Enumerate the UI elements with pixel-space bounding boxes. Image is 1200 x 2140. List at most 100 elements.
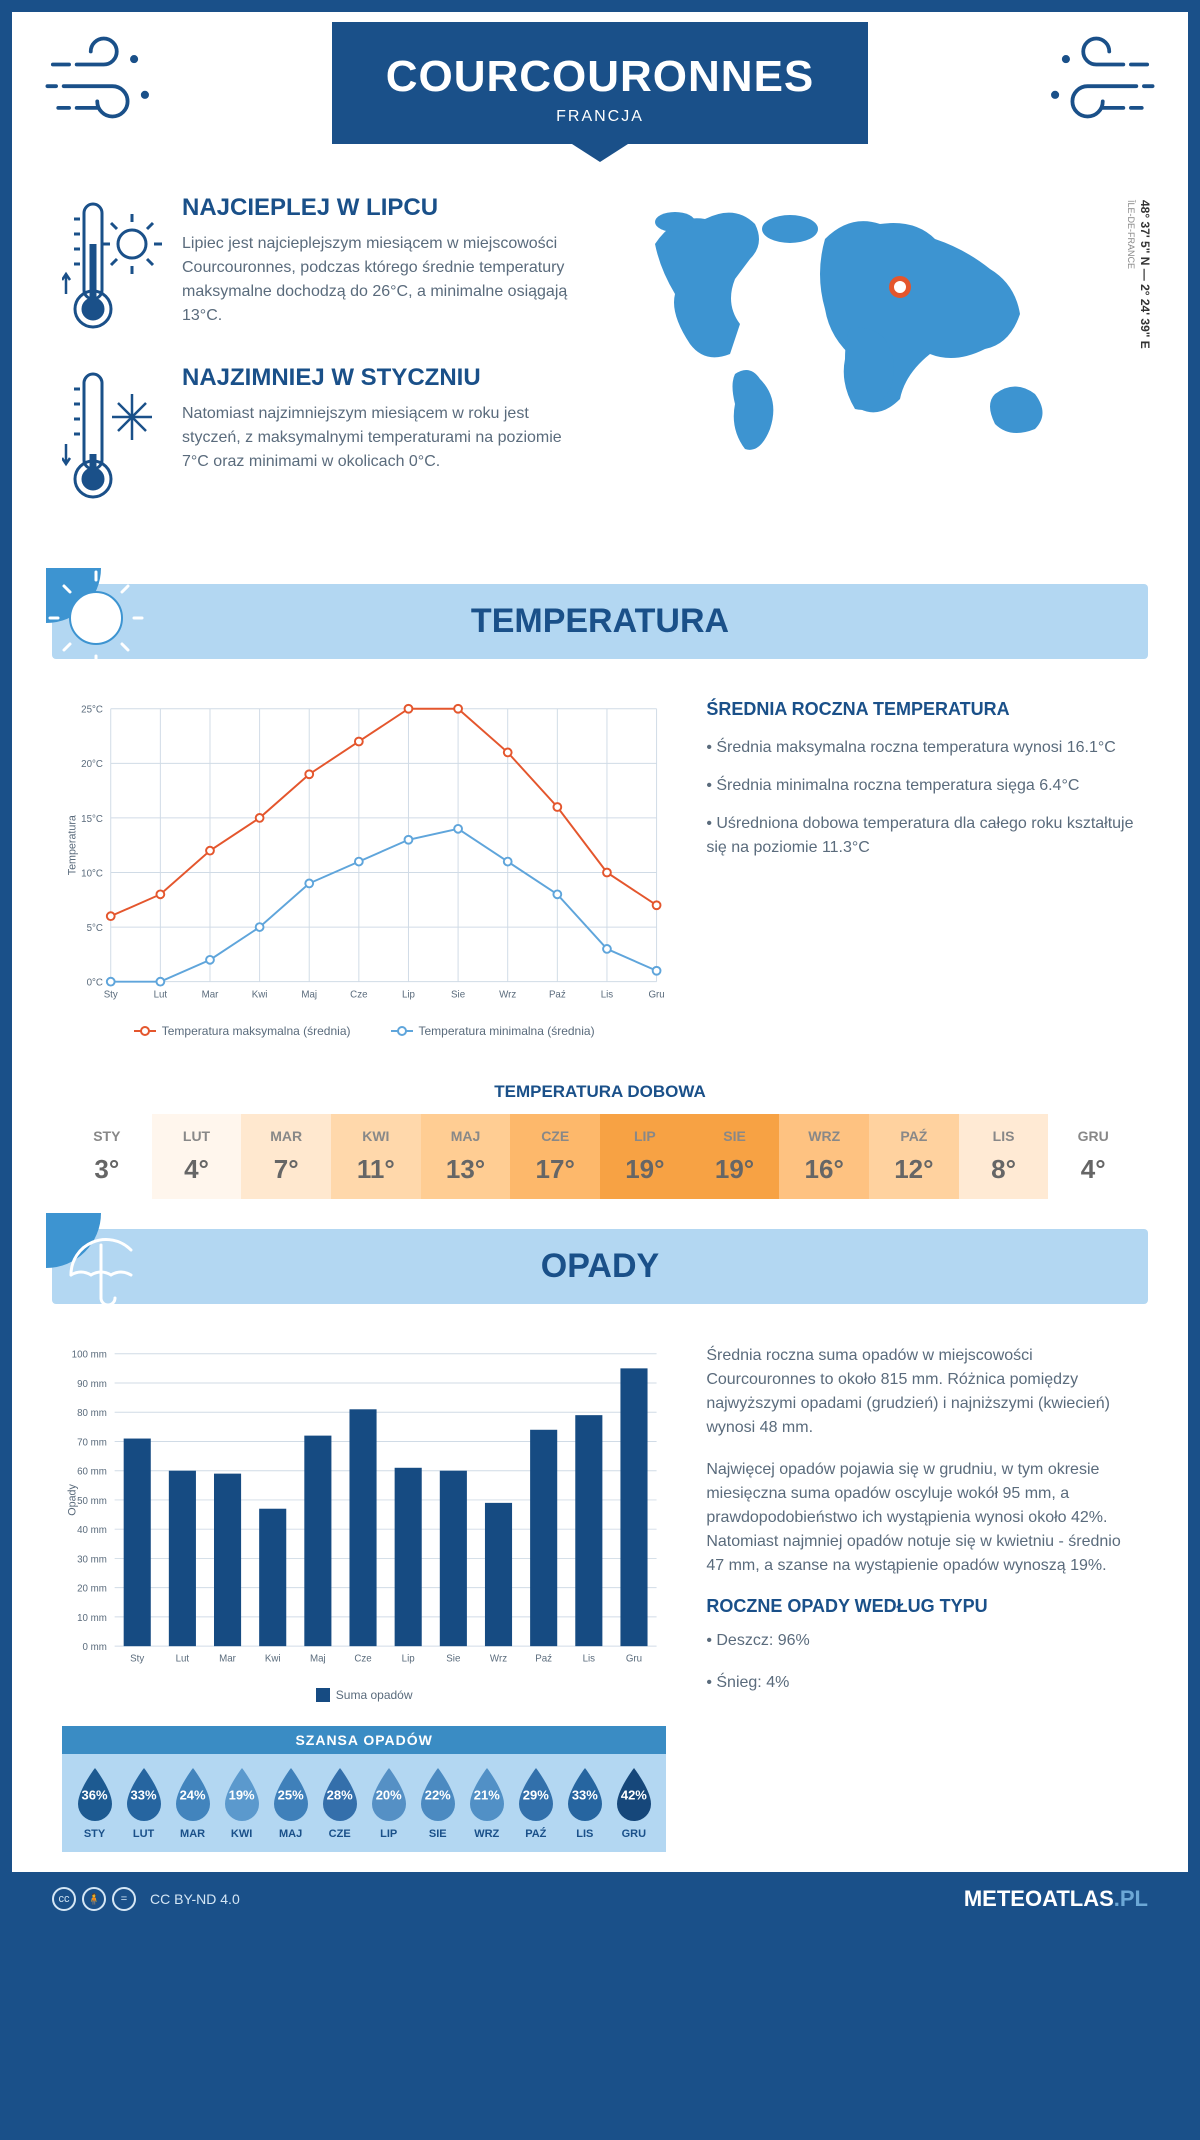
city-title: COURCOURONNES [332, 52, 868, 102]
cold-title: NAJZIMNIEJ W STYCZNIU [182, 364, 585, 392]
svg-text:20 mm: 20 mm [77, 1583, 107, 1594]
drop-cell: 28%CZE [315, 1766, 364, 1840]
drop-cell: 29%PAŹ [511, 1766, 560, 1840]
svg-text:Sty: Sty [130, 1654, 144, 1665]
dobowa-cell: GRU4° [1048, 1114, 1138, 1199]
svg-text:80 mm: 80 mm [77, 1408, 107, 1419]
header-band: COURCOURONNES FRANCJA [332, 22, 868, 144]
svg-text:Cze: Cze [350, 989, 367, 1000]
legend-opady: Suma opadów [336, 1688, 413, 1702]
drop-cell: 25%MAJ [266, 1766, 315, 1840]
svg-text:Lis: Lis [583, 1654, 596, 1665]
svg-text:Wrz: Wrz [499, 989, 516, 1000]
drop-cell: 33%LIS [560, 1766, 609, 1840]
precipitation-stats: Średnia roczna suma opadów w miejscowośc… [706, 1344, 1138, 1852]
header-area: COURCOURONNES FRANCJA [12, 12, 1188, 144]
svg-text:Paź: Paź [535, 1654, 552, 1665]
svg-text:5°C: 5°C [87, 923, 103, 934]
dobowa-cell: LIS8° [959, 1114, 1049, 1199]
precipitation-bar-chart: 0 mm 10 mm 20 mm 30 mm 40 mm 50 mm 60 mm 70 mm 8… [62, 1344, 666, 1852]
svg-text:Wrz: Wrz [490, 1654, 507, 1665]
svg-text:40 mm: 40 mm [77, 1525, 107, 1536]
temperature-line-chart: 0°C 5°C 10°C 15°C 20°C 25°C Sty Lut Mar Kwi Maj Cze… [62, 699, 666, 1038]
svg-text:Maj: Maj [310, 1654, 326, 1665]
hot-fact: NAJCIEPLEJ W LIPCU Lipiec jest najcieple… [62, 194, 585, 334]
svg-text:0°C: 0°C [87, 978, 103, 989]
svg-text:Kwi: Kwi [252, 989, 268, 1000]
drop-cell: 33%LUT [119, 1766, 168, 1840]
cold-fact: NAJZIMNIEJ W STYCZNIU Natomiast najzimni… [62, 364, 585, 504]
svg-text:Maj: Maj [301, 989, 317, 1000]
svg-text:Lis: Lis [601, 989, 614, 1000]
svg-text:Sie: Sie [446, 1654, 460, 1665]
svg-text:Mar: Mar [219, 1654, 237, 1665]
dobowa-cell: LUT4° [152, 1114, 242, 1199]
svg-text:Temperatura: Temperatura [67, 815, 79, 875]
legend-max: Temperatura maksymalna (średnia) [162, 1024, 351, 1038]
by-icon: 🧍 [82, 1887, 106, 1911]
thermometer-cold-icon [62, 364, 162, 504]
drop-cell: 20%LIP [364, 1766, 413, 1840]
svg-text:Paź: Paź [549, 989, 566, 1000]
opady-header: OPADY [52, 1229, 1148, 1304]
cold-text: Natomiast najzimniejszym miesiącem w rok… [182, 402, 585, 474]
dobowa-table: STY3°LUT4°MAR7°KWI11°MAJ13°CZE17°LIP19°S… [62, 1114, 1138, 1199]
world-map: 48° 37' 5" N — 2° 24' 39" E ÎLE-DE-FRANC… [615, 194, 1138, 534]
brand-logo: METEOATLAS.PL [964, 1886, 1148, 1912]
dobowa-cell: LIP19° [600, 1114, 690, 1199]
wind-icon-left [42, 32, 172, 130]
drop-cell: 42%GRU [609, 1766, 658, 1840]
wind-icon-right [1028, 32, 1158, 130]
hot-title: NAJCIEPLEJ W LIPCU [182, 194, 585, 222]
temperatura-header: TEMPERATURA [52, 584, 1148, 659]
svg-text:10°C: 10°C [81, 868, 103, 879]
cc-icon: cc [52, 1887, 76, 1911]
svg-text:Cze: Cze [354, 1654, 371, 1665]
svg-text:10 mm: 10 mm [77, 1613, 107, 1624]
coordinates: 48° 37' 5" N — 2° 24' 39" E ÎLE-DE-FRANC… [1124, 200, 1152, 349]
country-subtitle: FRANCJA [332, 108, 868, 126]
hot-text: Lipiec jest najcieplejszym miesiącem w m… [182, 232, 585, 328]
dobowa-cell: MAJ13° [421, 1114, 511, 1199]
dobowa-cell: WRZ16° [779, 1114, 869, 1199]
svg-text:50 mm: 50 mm [77, 1496, 107, 1507]
svg-text:25°C: 25°C [81, 705, 103, 716]
umbrella-icon [46, 1213, 156, 1323]
svg-text:Sie: Sie [451, 989, 465, 1000]
drop-cell: 21%WRZ [462, 1766, 511, 1840]
svg-text:Lut: Lut [154, 989, 168, 1000]
intro-section: NAJCIEPLEJ W LIPCU Lipiec jest najcieple… [12, 144, 1188, 564]
svg-text:Gru: Gru [648, 989, 664, 1000]
dobowa-cell: PAŹ12° [869, 1114, 959, 1199]
svg-text:0 mm: 0 mm [83, 1642, 107, 1653]
footer: cc 🧍 = CC BY-ND 4.0 METEOATLAS.PL [12, 1872, 1188, 1926]
drop-cell: 19%KWI [217, 1766, 266, 1840]
svg-text:30 mm: 30 mm [77, 1554, 107, 1565]
dobowa-cell: SIE19° [690, 1114, 780, 1199]
location-marker [889, 276, 911, 298]
nd-icon: = [112, 1887, 136, 1911]
dobowa-cell: KWI11° [331, 1114, 421, 1199]
svg-text:Lip: Lip [402, 1654, 415, 1665]
drop-cell: 24%MAR [168, 1766, 217, 1840]
svg-text:20°C: 20°C [81, 759, 103, 770]
svg-text:90 mm: 90 mm [77, 1379, 107, 1390]
svg-text:Gru: Gru [626, 1654, 642, 1665]
svg-text:100 mm: 100 mm [72, 1350, 107, 1361]
svg-text:Lip: Lip [402, 989, 415, 1000]
dobowa-title: TEMPERATURA DOBOWA [12, 1082, 1188, 1102]
svg-text:70 mm: 70 mm [77, 1437, 107, 1448]
svg-text:15°C: 15°C [81, 814, 103, 825]
svg-text:Sty: Sty [104, 989, 118, 1000]
svg-text:Lut: Lut [176, 1654, 190, 1665]
svg-text:Opady: Opady [67, 1483, 79, 1515]
dobowa-cell: STY3° [62, 1114, 152, 1199]
cc-license: cc 🧍 = CC BY-ND 4.0 [52, 1887, 240, 1911]
svg-text:Kwi: Kwi [265, 1654, 281, 1665]
legend-min: Temperatura minimalna (średnia) [419, 1024, 595, 1038]
svg-text:Mar: Mar [202, 989, 220, 1000]
szansa-row: 36%STY33%LUT24%MAR19%KWI25%MAJ28%CZE20%L… [62, 1754, 666, 1852]
svg-text:60 mm: 60 mm [77, 1467, 107, 1478]
drop-cell: 36%STY [70, 1766, 119, 1840]
drop-cell: 22%SIE [413, 1766, 462, 1840]
